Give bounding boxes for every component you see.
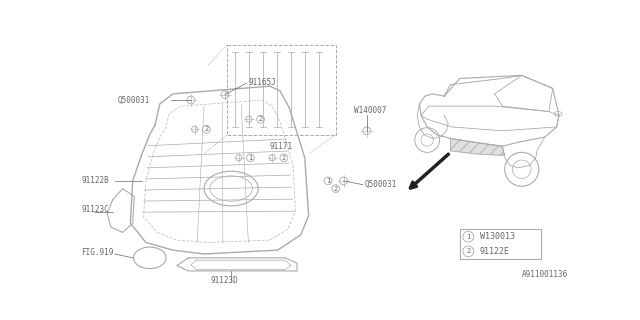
Text: A911001136: A911001136 — [522, 270, 568, 279]
FancyBboxPatch shape — [460, 229, 541, 259]
Text: Q500031: Q500031 — [364, 180, 397, 189]
Text: 91122E: 91122E — [480, 247, 510, 256]
Text: W130013: W130013 — [480, 232, 515, 241]
Text: 2: 2 — [333, 186, 338, 192]
Text: 91171: 91171 — [270, 142, 293, 151]
Polygon shape — [451, 139, 505, 156]
Text: W140007: W140007 — [353, 106, 386, 115]
Text: 2: 2 — [259, 116, 262, 122]
Text: 2: 2 — [282, 155, 286, 161]
Text: Q500031: Q500031 — [117, 95, 150, 105]
Text: 91123C: 91123C — [81, 205, 109, 214]
Text: 1: 1 — [466, 234, 470, 240]
Text: 2: 2 — [466, 248, 470, 254]
Text: 1: 1 — [248, 155, 253, 161]
Text: FIG.919: FIG.919 — [81, 248, 114, 257]
Text: 2: 2 — [204, 126, 209, 132]
Text: 91165J: 91165J — [248, 78, 276, 87]
Text: 91122B: 91122B — [81, 176, 109, 185]
Text: 91123D: 91123D — [210, 276, 238, 285]
Text: 1: 1 — [326, 178, 330, 184]
